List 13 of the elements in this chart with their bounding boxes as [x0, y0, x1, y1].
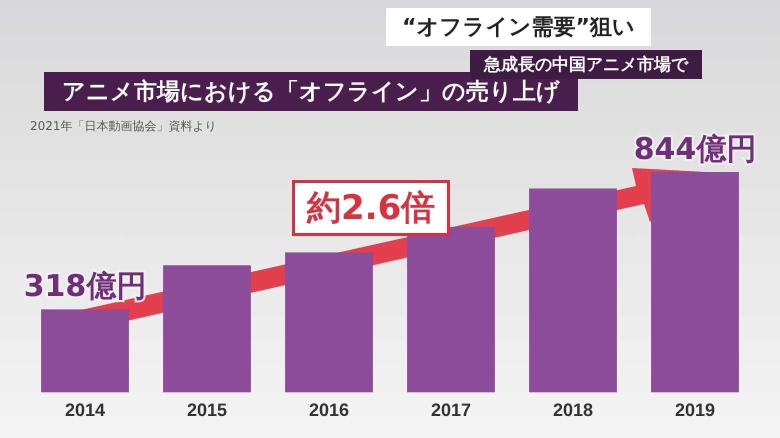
x-tick-label: 2016 [308, 400, 350, 420]
x-tick-label: 2017 [430, 400, 472, 420]
data-label: 318億円 [24, 269, 146, 304]
x-tick-label: 2014 [64, 400, 106, 420]
text: 2021年「日本動画協会」資料より [30, 118, 217, 135]
data-label: 844億円 [634, 132, 756, 167]
chart-title: アニメ市場における「オフライン」の売り上げ [62, 79, 560, 105]
x-tick-label: 2019 [674, 400, 716, 420]
x-tick-label: 2018 [552, 400, 594, 420]
annotation: 約2.6倍 [292, 180, 450, 236]
x-tick-label: 2015 [186, 400, 228, 420]
text: “オフライン需要”狙い [386, 8, 651, 46]
text: 急成長の中国アニメ市場で [470, 50, 702, 79]
